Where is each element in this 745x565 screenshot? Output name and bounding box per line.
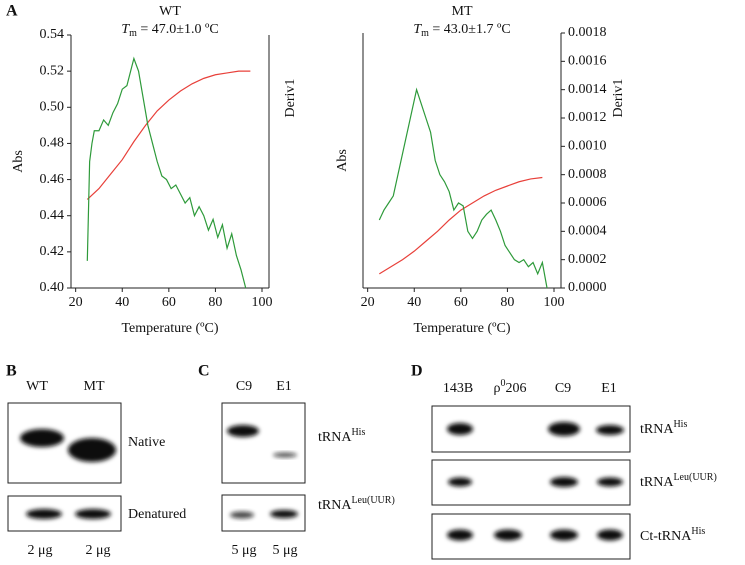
y2-tick-label: 0.0004 <box>568 224 607 239</box>
band <box>597 477 623 487</box>
x-axis-label: Temperature (ºC) <box>413 321 510 336</box>
row-label: Native <box>128 435 165 450</box>
x-axis-label: Temperature (ºC) <box>121 321 218 336</box>
y2-tick-label: 0.0000 <box>568 280 607 295</box>
band <box>227 425 259 437</box>
subtitle-text: = 43.0±1.7 ºC <box>429 22 511 37</box>
band <box>273 452 297 458</box>
y-axis-label: Abs <box>335 149 350 172</box>
x-tick-label: 80 <box>500 295 514 310</box>
x-tick-label: 40 <box>407 295 421 310</box>
row-label: tRNAHis <box>640 419 687 437</box>
lane-label: MT <box>84 379 105 394</box>
y-tick-label: 0.46 <box>40 172 65 187</box>
band <box>230 511 254 519</box>
band <box>597 529 623 541</box>
x-tick-label: 20 <box>361 295 375 310</box>
data-line <box>378 87 548 289</box>
chart-title: MT <box>452 4 473 19</box>
y2-tick-label: 0.0010 <box>568 139 607 154</box>
row-label: tRNALeu(UUR) <box>318 495 395 513</box>
load-label: 5 μg <box>231 543 256 558</box>
band <box>26 509 62 519</box>
lane-label: E1 <box>601 381 617 396</box>
row-label: tRNALeu(UUR) <box>640 472 717 490</box>
band <box>550 477 578 487</box>
x-tick-label: 100 <box>252 295 273 310</box>
y-tick-label: 0.42 <box>40 244 65 259</box>
band <box>447 529 473 541</box>
panel-label: B <box>6 363 17 380</box>
lane-label: WT <box>26 379 48 394</box>
y2-tick-label: 0.0012 <box>568 110 607 125</box>
y-tick-label: 0.54 <box>40 27 65 42</box>
row-label: Denatured <box>128 507 186 522</box>
row-label: tRNAHis <box>318 427 365 445</box>
blot <box>221 402 306 484</box>
subtitle-symbol: T <box>121 22 130 37</box>
subtitle-subscript: m <box>421 28 429 39</box>
data-line <box>378 176 543 275</box>
subtitle-subscript: m <box>129 28 137 39</box>
lane-label: C9 <box>555 381 571 396</box>
subtitle-text: = 47.0±1.0 ºC <box>137 22 219 37</box>
load-label: 2 μg <box>85 543 110 558</box>
row-label: Ct-tRNAHis <box>640 526 705 544</box>
y-axis-label: Abs <box>11 150 26 173</box>
x-tick-label: 80 <box>208 295 222 310</box>
panel-label: C <box>198 363 210 380</box>
subtitle-symbol: T <box>413 22 422 37</box>
y-tick-label: 0.48 <box>40 136 65 151</box>
y2-tick-label: 0.0014 <box>568 82 607 97</box>
band <box>494 529 522 541</box>
band <box>270 510 298 518</box>
band <box>596 425 624 435</box>
panel-label: A <box>6 3 18 20</box>
chart-title: WT <box>159 4 181 19</box>
y-tick-label: 0.44 <box>40 208 65 223</box>
y-tick-label: 0.50 <box>40 100 65 115</box>
band <box>75 509 111 519</box>
y2-tick-label: 0.0002 <box>568 252 607 267</box>
y2-axis-label: Deriv1 <box>611 79 626 118</box>
x-tick-label: 20 <box>69 295 83 310</box>
x-tick-label: 60 <box>162 295 176 310</box>
band <box>68 438 116 462</box>
chart-subtitle: Tm = 43.0±1.7 ºC <box>413 22 510 39</box>
x-tick-label: 100 <box>544 295 565 310</box>
band <box>447 423 473 435</box>
x-tick-label: 40 <box>115 295 129 310</box>
chart-subtitle: Tm = 47.0±1.0 ºC <box>121 22 218 39</box>
y2-tick-label: 0.0008 <box>568 167 607 182</box>
y-tick-label: 0.40 <box>40 280 65 295</box>
y2-tick-label: 0.0018 <box>568 25 607 40</box>
lane-label: E1 <box>276 379 292 394</box>
y2-axis-label: Deriv1 <box>283 79 298 118</box>
lane-label: C9 <box>236 379 252 394</box>
band <box>448 477 472 487</box>
panel-label: D <box>411 363 423 380</box>
data-line <box>86 70 251 200</box>
y2-tick-label: 0.0006 <box>568 195 607 210</box>
x-tick-label: 60 <box>454 295 468 310</box>
band <box>548 422 580 436</box>
y-tick-label: 0.52 <box>40 63 65 78</box>
band <box>550 529 578 541</box>
lane-label: 143B <box>443 381 473 396</box>
load-label: 2 μg <box>27 543 52 558</box>
y2-tick-label: 0.0016 <box>568 54 607 69</box>
band <box>20 429 64 447</box>
data-line <box>86 56 247 289</box>
lane-label: ρ0206 <box>494 378 527 396</box>
load-label: 5 μg <box>272 543 297 558</box>
